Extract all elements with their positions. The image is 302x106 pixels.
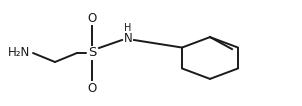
Text: N: N [124,31,132,45]
Text: H: H [124,23,132,33]
Text: S: S [88,47,96,59]
Text: O: O [87,11,97,24]
Text: O: O [87,82,97,95]
Text: H₂N: H₂N [8,47,30,59]
